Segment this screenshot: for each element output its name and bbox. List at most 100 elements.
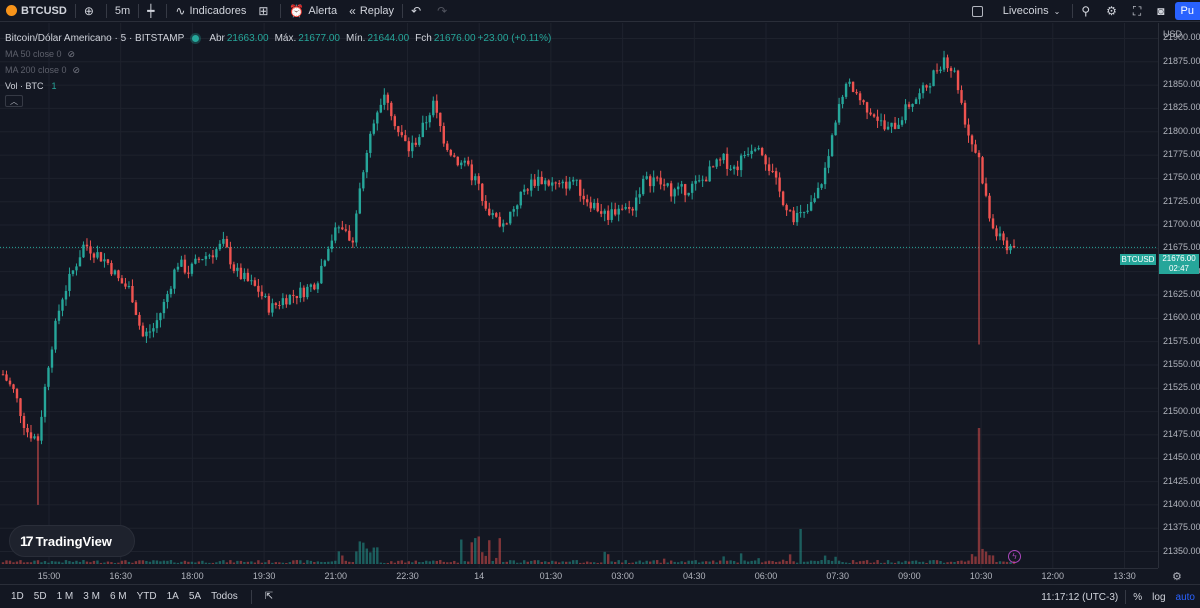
candle — [229, 241, 232, 269]
volume-bar — [634, 561, 638, 564]
interval-button[interactable]: 5m — [109, 0, 136, 22]
candle — [575, 179, 578, 187]
range-button-1d[interactable]: 1D — [11, 591, 24, 602]
legend-volume-row[interactable]: Vol · BTC 1 — [5, 78, 557, 94]
eye-slash-icon[interactable]: ⊘ — [72, 64, 81, 75]
volume-bar — [82, 560, 85, 564]
range-button-ytd[interactable]: YTD — [136, 591, 157, 602]
auto-scale-toggle[interactable]: auto — [1175, 591, 1195, 603]
range-button-3m[interactable]: 3 M — [83, 591, 100, 602]
clock-label[interactable]: 11:17:12 (UTC-3) — [1041, 591, 1119, 603]
collapse-legend-button[interactable]: ︿ — [5, 95, 23, 107]
axis-settings-gear-icon[interactable]: ⚙ — [1172, 571, 1182, 583]
volume-bar — [418, 562, 421, 564]
candle — [159, 312, 162, 328]
volume-bar — [995, 562, 998, 564]
candle — [54, 318, 57, 353]
indicators-icon: ∿ — [175, 3, 186, 18]
candle — [225, 235, 229, 248]
time-tick-label: 04:30 — [683, 571, 706, 581]
candle — [827, 149, 830, 174]
candle — [893, 116, 897, 130]
ma200-label: MA 200 close 0 — [5, 65, 67, 75]
candle — [281, 293, 285, 309]
time-axis[interactable]: 15:00 16:30 18:00 19:30 21:00 22:30 14 01:30 03:… — [0, 568, 1158, 584]
volume-bar — [610, 561, 613, 564]
symbol-search-button[interactable]: BTCUSD — [0, 0, 73, 22]
volume-bar — [8, 560, 12, 564]
price-tick-label: 21700.00 — [1163, 219, 1200, 230]
snapshot-button[interactable]: ◙ — [1151, 0, 1174, 22]
volume-bar — [488, 540, 491, 564]
fullscreen-button[interactable]: ⛶ — [1127, 0, 1151, 22]
candle — [554, 181, 557, 190]
candle — [886, 121, 890, 131]
candle — [746, 147, 750, 157]
candle — [641, 175, 645, 196]
volume-bar — [257, 560, 260, 564]
bitcoin-icon — [6, 5, 17, 16]
candle — [676, 182, 680, 196]
candle — [718, 157, 722, 167]
legend-ma50-row[interactable]: MA 50 close 0 ⊘ — [5, 46, 557, 62]
volume-bar — [858, 561, 862, 564]
volume-bar — [211, 562, 215, 564]
volume-bar — [180, 561, 183, 564]
search-button[interactable]: ⚲ — [1075, 0, 1100, 22]
volume-bar — [183, 560, 187, 564]
candle — [474, 173, 477, 186]
layout-select-button[interactable]: Livecoins ⌄ — [966, 0, 1071, 22]
volume-bar — [736, 562, 739, 564]
candle — [865, 101, 869, 120]
candle — [85, 238, 89, 251]
candle — [669, 180, 673, 202]
candle — [883, 114, 886, 131]
price-tick-label: 21400.00 — [1163, 498, 1200, 509]
market-status-icon[interactable] — [192, 34, 200, 42]
replay-button[interactable]: « Replay — [343, 0, 400, 22]
range-button-5a[interactable]: 5A — [188, 591, 202, 602]
range-button-todos[interactable]: Todos — [211, 591, 238, 602]
undo-button[interactable]: ↶ — [405, 0, 431, 22]
log-toggle[interactable]: log — [1152, 591, 1166, 603]
indicators-button[interactable]: ∿ Indicadores — [169, 0, 252, 22]
chart-type-button[interactable]: ┿ — [141, 0, 164, 22]
templates-button[interactable]: ⊞ — [252, 0, 278, 22]
volume-bar — [397, 560, 400, 564]
price-chart[interactable] — [0, 23, 1158, 568]
candle — [428, 112, 431, 128]
volume-bar — [155, 560, 159, 564]
range-button-1a[interactable]: 1A — [166, 591, 179, 602]
volume-bar — [746, 561, 750, 564]
alert-button[interactable]: ⏰ Alerta — [283, 0, 343, 22]
range-button-5d[interactable]: 5D — [33, 591, 47, 602]
lightning-icon[interactable]: ϟ — [1008, 550, 1021, 563]
volume-bar — [771, 561, 774, 564]
eye-slash-icon[interactable]: ⊘ — [67, 48, 76, 59]
currency-label[interactable]: USD — [1163, 29, 1183, 39]
publish-button[interactable]: Pu — [1174, 2, 1200, 20]
candle — [561, 179, 564, 189]
bottom-right-controls: 11:17:12 (UTC-3) % log auto — [1036, 585, 1200, 608]
price-tick-label: 21375.00 — [1163, 522, 1200, 533]
volume-bar — [600, 562, 603, 564]
volume-bar — [816, 561, 820, 564]
legend-ma200-row[interactable]: MA 200 close 0 ⊘ — [5, 62, 557, 78]
price-axis[interactable]: USD 21900.00 21875.00 21850.00 21825.00 2180… — [1158, 23, 1200, 568]
candle — [222, 231, 225, 247]
compare-button[interactable]: ⊕ — [78, 0, 104, 22]
range-button-1m[interactable]: 1 M — [56, 591, 74, 602]
volume-bar — [134, 561, 138, 564]
candle — [547, 179, 550, 187]
volume-bar — [502, 561, 505, 564]
redo-button[interactable]: ↷ — [431, 0, 457, 22]
instrument-title[interactable]: Bitcoin/Dólar Americano · 5 · BITSTAMP — [5, 32, 185, 44]
tradingview-logo[interactable]: 17 TradingView — [9, 525, 135, 557]
percent-toggle[interactable]: % — [1133, 591, 1143, 603]
volume-bar — [110, 562, 113, 564]
goto-date-button[interactable]: ⇱ — [260, 591, 278, 602]
range-button-6m[interactable]: 6 M — [109, 591, 127, 602]
volume-bar — [33, 560, 36, 564]
candle — [148, 324, 152, 339]
settings-button[interactable]: ⚙ — [1100, 0, 1127, 22]
